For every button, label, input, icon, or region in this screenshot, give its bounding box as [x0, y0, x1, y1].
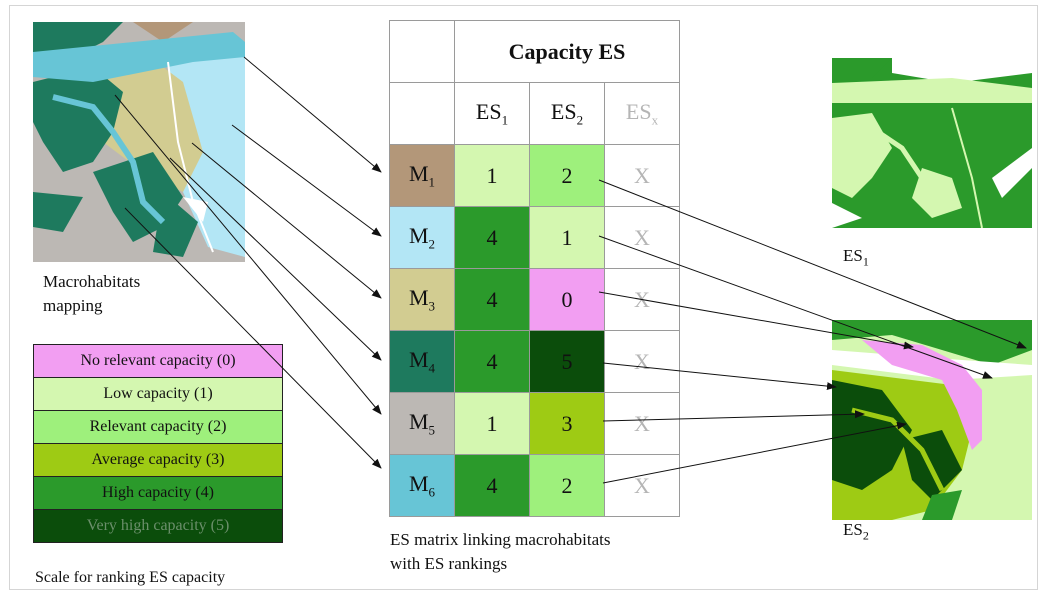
- macrohabitat-cell: M4: [389, 330, 455, 393]
- es2-value-cell: 1: [529, 206, 605, 269]
- legend-item: Very high capacity (5): [33, 509, 283, 543]
- column-header-sub: x: [651, 112, 659, 128]
- es1-value-cell: 1: [454, 144, 530, 207]
- macrohabitat-sub: 6: [428, 484, 436, 500]
- macrohabitat-base: M: [408, 160, 429, 186]
- column-header-base: ES: [550, 98, 577, 124]
- macro-caption-line2: mapping: [43, 296, 103, 315]
- macrohabitat-base: M: [408, 284, 429, 310]
- es1-map: [832, 58, 1032, 228]
- scale-caption: Scale for ranking ES capacity: [35, 569, 226, 586]
- es2-value-cell: 3: [529, 392, 605, 455]
- es2-value-cell: 0: [529, 268, 605, 331]
- es1-value-cell: 4: [454, 454, 530, 517]
- es1-label-base: ES: [843, 246, 863, 265]
- matrix-row: M1 1 2 X: [389, 144, 680, 207]
- esx-value-cell: X: [604, 206, 680, 269]
- legend-item: High capacity (4): [33, 476, 283, 510]
- matrix-row: M6 4 2 X: [389, 454, 680, 517]
- matrix-row: M3 4 0 X: [389, 268, 680, 331]
- legend-item: Relevant capacity (2): [33, 410, 283, 444]
- matrix-title-row: Capacity ES: [389, 20, 680, 83]
- matrix-column-header: ESx: [604, 82, 680, 145]
- macrohabitat-sub: 2: [428, 236, 436, 252]
- matrix-corner-cell: [389, 20, 455, 83]
- es1-value-cell: 4: [454, 268, 530, 331]
- macro-caption-line1: Macrohabitats: [43, 272, 141, 291]
- es2-label: ES2: [843, 518, 869, 547]
- matrix-header-row: ES1 ES2 ESx: [389, 82, 680, 145]
- es1-label: ES1: [843, 244, 869, 273]
- macrohabitat-sub: 5: [428, 422, 436, 438]
- macrohabitat-base: M: [408, 346, 429, 372]
- macrohabitat-base: M: [408, 408, 429, 434]
- matrix-column-header: ES1: [454, 82, 530, 145]
- macrohabitat-cell: M2: [389, 206, 455, 269]
- column-header-base: ES: [625, 98, 652, 124]
- es1-label-sub: 1: [862, 254, 869, 269]
- es1-value-cell: 4: [454, 206, 530, 269]
- es-matrix: Capacity ES ES1 ES2 ESx M1 1 2 X M2 4 1 X M3 4 0 X M4 4…: [389, 20, 680, 517]
- matrix-row: M2 4 1 X: [389, 206, 680, 269]
- esx-value-cell: X: [604, 268, 680, 331]
- macrohabitat-cell: M3: [389, 268, 455, 331]
- macrohabitat-sub: 1: [428, 174, 436, 190]
- es2-value-cell: 2: [529, 144, 605, 207]
- matrix-row: M5 1 3 X: [389, 392, 680, 455]
- matrix-caption-line2: with ES rankings: [390, 554, 508, 573]
- matrix-row: M4 4 5 X: [389, 330, 680, 393]
- macrohabitat-cell: M5: [389, 392, 455, 455]
- es2-value-cell: 2: [529, 454, 605, 517]
- es2-label-sub: 2: [862, 528, 869, 543]
- capacity-legend: No relevant capacity (0) Low capacity (1)…: [33, 344, 283, 543]
- matrix-caption: ES matrix linking macrohabitats with ES …: [390, 528, 611, 576]
- matrix-header-corner: [389, 82, 455, 145]
- legend-item: Average capacity (3): [33, 443, 283, 477]
- es2-label-base: ES: [843, 520, 863, 539]
- column-header-sub: 2: [576, 112, 584, 128]
- macrohabitats-map: [33, 22, 245, 262]
- legend-item: Low capacity (1): [33, 377, 283, 411]
- macrohabitat-cell: M1: [389, 144, 455, 207]
- figure-frame: [9, 5, 1038, 590]
- es1-value-cell: 1: [454, 392, 530, 455]
- legend-item: No relevant capacity (0): [33, 344, 283, 378]
- column-header-sub: 1: [501, 112, 509, 128]
- esx-value-cell: X: [604, 330, 680, 393]
- matrix-title: Capacity ES: [454, 20, 680, 83]
- macrohabitat-base: M: [408, 222, 429, 248]
- macrohabitat-sub: 3: [428, 298, 436, 314]
- matrix-column-header: ES2: [529, 82, 605, 145]
- macrohabitat-base: M: [408, 470, 429, 496]
- es2-value-cell: 5: [529, 330, 605, 393]
- es1-value-cell: 4: [454, 330, 530, 393]
- macro-caption: Macrohabitats mapping: [43, 270, 140, 318]
- column-header-base: ES: [475, 98, 502, 124]
- esx-value-cell: X: [604, 392, 680, 455]
- esx-value-cell: X: [604, 454, 680, 517]
- matrix-caption-line1: ES matrix linking macrohabitats: [390, 530, 611, 549]
- macrohabitat-cell: M6: [389, 454, 455, 517]
- macrohabitat-sub: 4: [428, 360, 436, 376]
- esx-value-cell: X: [604, 144, 680, 207]
- es2-map: [832, 320, 1032, 520]
